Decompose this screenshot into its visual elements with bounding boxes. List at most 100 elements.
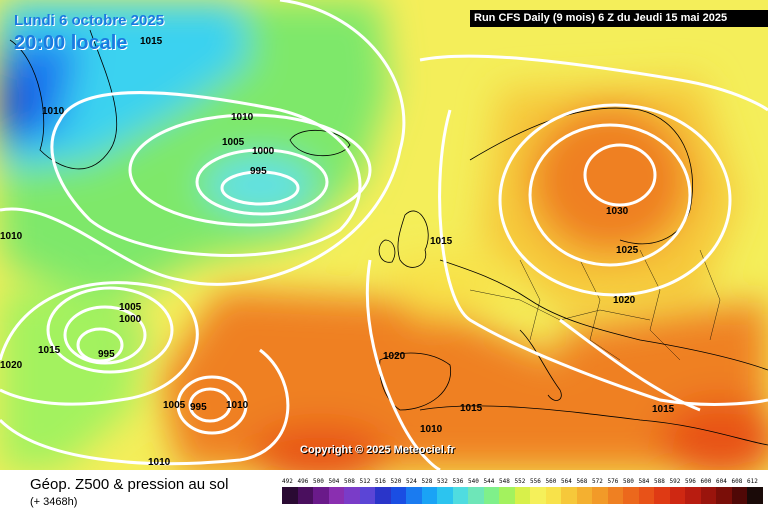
scale-swatch	[452, 487, 468, 504]
scale-label: 556	[530, 478, 541, 485]
scale-label: 604	[716, 478, 727, 485]
scale-swatch	[576, 487, 592, 504]
geopotential-map: 1015 1010 1010 1005 1000 995 1015 1030 1…	[0, 0, 768, 470]
scale-label: 528	[421, 478, 433, 485]
scale-swatch	[344, 487, 360, 504]
isobar-1005-west	[46, 286, 174, 374]
isobars	[0, 0, 768, 470]
scale-swatch	[654, 487, 670, 504]
isobar-1010-west	[0, 281, 199, 406]
scale-swatch	[406, 487, 422, 504]
isobar-label: 1005	[163, 400, 186, 411]
isobar-label: 1025	[616, 245, 639, 256]
italy-coast	[519, 329, 562, 401]
isobar-1010-north	[50, 91, 362, 257]
britain-coast	[397, 210, 429, 268]
scale-label: 572	[592, 478, 603, 485]
scale-swatch	[530, 487, 546, 504]
isobar-label: 1015	[460, 403, 483, 414]
scale-swatch	[685, 487, 701, 504]
scale-label: 552	[514, 478, 526, 485]
isobar-label: 1000	[119, 314, 142, 325]
isobar-label: 1010	[231, 112, 254, 123]
scale-swatch	[313, 487, 329, 504]
scale-swatch	[499, 487, 515, 504]
scale-swatch	[747, 487, 763, 504]
isobar-label: 1010	[148, 457, 171, 468]
isobar-1005-north	[128, 113, 372, 227]
copyright: Copyright © 2025 Meteociel.fr	[300, 444, 455, 456]
isobar-1020-east	[498, 103, 732, 297]
isobar-1000-west	[63, 305, 147, 365]
scale-label: 500	[313, 478, 324, 485]
scale-swatch	[359, 487, 375, 504]
forecast-time: 20:00 locale	[14, 32, 128, 54]
scale-label: 612	[747, 478, 758, 485]
scale-swatch	[483, 487, 499, 504]
scale-swatch	[638, 487, 654, 504]
scale-swatch	[623, 487, 639, 504]
isobar-995-west	[76, 327, 124, 363]
scale-label: 564	[561, 478, 572, 485]
scale-label: 544	[483, 478, 495, 485]
isobar-label: 1020	[0, 360, 23, 371]
scale-label: 536	[452, 478, 464, 485]
scale-label: 580	[623, 478, 634, 485]
scale-swatch	[545, 487, 561, 504]
isobar-1015-north	[0, 0, 406, 286]
isobar-label: 1000	[252, 146, 275, 157]
scale-label: 560	[545, 478, 557, 485]
isobar-label: 995	[250, 166, 267, 177]
iberia-coast	[379, 352, 452, 411]
scale-swatch	[468, 487, 484, 504]
isobar-label: 1010	[226, 400, 249, 411]
isobar-label: 1015	[38, 345, 61, 356]
scale-label: 588	[654, 478, 665, 485]
scale-label: 532	[437, 478, 448, 485]
scale-label: 600	[700, 478, 712, 485]
scale-label: 492	[282, 478, 293, 485]
scale-swatch	[607, 487, 623, 504]
scale-label: 592	[669, 478, 681, 485]
height-field	[0, 0, 768, 470]
scale-label: 596	[685, 478, 696, 485]
coastlines	[9, 29, 768, 446]
legend-title: Géop. Z500 & pression au sol	[30, 476, 229, 493]
scale-swatch	[700, 487, 716, 504]
isobar-label: 1010	[0, 231, 23, 242]
isobar-label: 1015	[430, 236, 453, 247]
scandinavia-coast	[469, 107, 693, 244]
scale-label: 496	[297, 478, 309, 485]
scale-label: 584	[638, 478, 650, 485]
scale-swatch	[731, 487, 747, 504]
isobar-1000-south	[176, 375, 248, 435]
isobar-label: 1015	[652, 404, 675, 415]
isobar-label: 995	[98, 349, 115, 360]
scale-label: 524	[406, 478, 417, 485]
scale-swatch	[669, 487, 685, 504]
scale-swatch	[375, 487, 391, 504]
isobar-995-south	[188, 387, 232, 423]
isobar-label: 1020	[613, 295, 636, 306]
scale-swatch	[514, 487, 530, 504]
scale-swatch	[297, 487, 313, 504]
scale-label: 540	[468, 478, 479, 485]
isobar-label: 995	[190, 402, 207, 413]
iceland-coast	[289, 129, 351, 157]
isobar-labels: 1015 1010 1010 1005 1000 995 1015 1030 1…	[0, 36, 675, 468]
isobar-1020-atlantic	[365, 259, 441, 470]
scale-swatch	[437, 487, 453, 504]
scale-swatch	[282, 487, 298, 504]
legend-subtitle: (+ 3468h)	[30, 496, 78, 508]
scale-label: 516	[375, 478, 386, 485]
isobar-label: 1010	[42, 106, 65, 117]
isobar-1030-east	[583, 143, 657, 207]
scale-label: 512	[359, 478, 371, 485]
scale-swatch	[561, 487, 577, 504]
isobar-1015-east	[419, 54, 768, 112]
isobar-label: 1010	[420, 424, 443, 435]
europe-coast	[439, 259, 768, 371]
isobar-label: 1030	[606, 206, 629, 217]
isobar-1000-north	[195, 148, 329, 216]
